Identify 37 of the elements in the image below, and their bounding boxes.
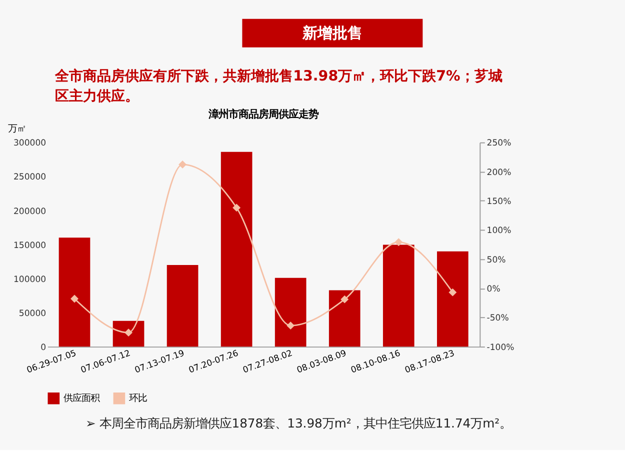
text: ➢ 本周全市商品房新增供应1878套、13.98万m²，其中住宅供应11.74万m²。 <box>85 416 512 430</box>
y2-tick-label: 0% <box>486 284 500 295</box>
legend-label: 供应面积 <box>64 393 100 404</box>
bar <box>382 244 414 347</box>
bar <box>328 290 360 347</box>
y-tick-label: 0 <box>40 342 46 353</box>
y-tick-label: 300000 <box>13 138 46 149</box>
point <box>394 238 403 246</box>
y2-tick-label: 200% <box>486 168 512 178</box>
y2-tick-label: 250% <box>486 138 512 149</box>
point <box>448 288 457 296</box>
y2-tick-label: 100% <box>486 226 512 236</box>
bar <box>220 152 252 347</box>
bar <box>112 320 144 347</box>
point <box>232 204 241 212</box>
y2-tick-label: -50% <box>486 314 509 324</box>
point <box>340 295 349 304</box>
y-tick-label: 50000 <box>18 308 46 319</box>
y-tick-label: 200000 <box>13 206 46 217</box>
y-tick-label: 250000 <box>13 172 46 183</box>
bar <box>274 278 306 347</box>
text: 新增批售 <box>301 24 362 42</box>
chart-title: 漳州市商品房周供应走势 <box>208 108 319 121</box>
point <box>178 160 187 169</box>
point <box>286 322 295 330</box>
y2-tick-label: 150% <box>486 197 512 208</box>
text: 全市商品房供应有所下跌，共新增批售13.98万㎡，环比下跌7%；芗城区主力供应。 <box>54 68 502 105</box>
bar <box>436 251 468 347</box>
y-tick-label: 150000 <box>13 240 46 251</box>
bar <box>58 238 90 347</box>
y-axis-title: 万㎡ <box>8 123 26 134</box>
point <box>70 294 78 303</box>
y2-tick-label: 50% <box>486 255 506 266</box>
y2-tick-label: -100% <box>486 342 514 353</box>
bar <box>166 265 198 347</box>
legend-label: 环比 <box>129 393 148 404</box>
y-tick-label: 100000 <box>13 274 46 285</box>
